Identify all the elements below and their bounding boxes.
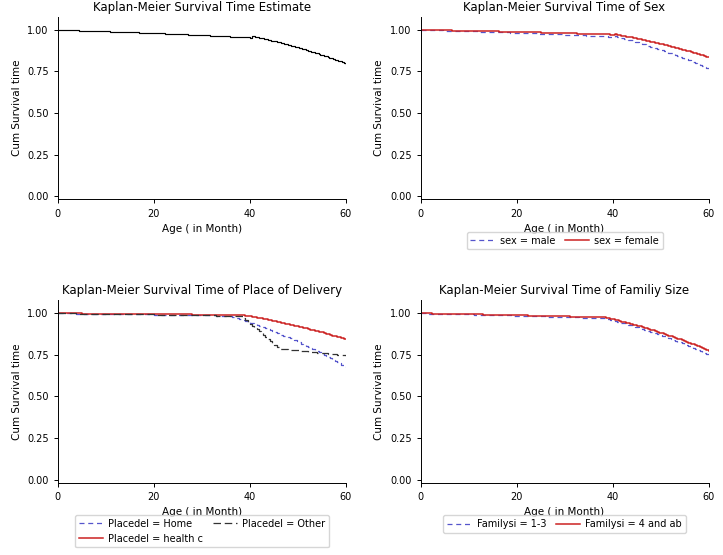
Legend: Familysi = 1-3, Familysi = 4 and ab: Familysi = 1-3, Familysi = 4 and ab	[443, 515, 685, 533]
X-axis label: Age ( in Month): Age ( in Month)	[524, 224, 604, 234]
X-axis label: Age ( in Month): Age ( in Month)	[524, 507, 604, 517]
X-axis label: Age ( in Month): Age ( in Month)	[162, 224, 242, 234]
Title: Kaplan-Meier Survival Time of Place of Delivery: Kaplan-Meier Survival Time of Place of D…	[61, 285, 342, 297]
X-axis label: Age ( in Month): Age ( in Month)	[162, 507, 242, 517]
Y-axis label: Cum Survival time: Cum Survival time	[12, 60, 22, 157]
Legend: Placedel = Home, Placedel = health c, Placedel = Other: Placedel = Home, Placedel = health c, Pl…	[75, 515, 329, 547]
Title: Kaplan-Meier Survival Time of Familiy Size: Kaplan-Meier Survival Time of Familiy Si…	[440, 285, 690, 297]
Y-axis label: Cum Survival time: Cum Survival time	[12, 343, 22, 440]
Y-axis label: Cum Survival time: Cum Survival time	[375, 60, 385, 157]
Title: Kaplan-Meier Survival Time Estimate: Kaplan-Meier Survival Time Estimate	[93, 1, 311, 14]
Legend: sex = male, sex = female: sex = male, sex = female	[466, 231, 662, 249]
Y-axis label: Cum Survival time: Cum Survival time	[375, 343, 385, 440]
Title: Kaplan-Meier Survival Time of Sex: Kaplan-Meier Survival Time of Sex	[463, 1, 666, 14]
